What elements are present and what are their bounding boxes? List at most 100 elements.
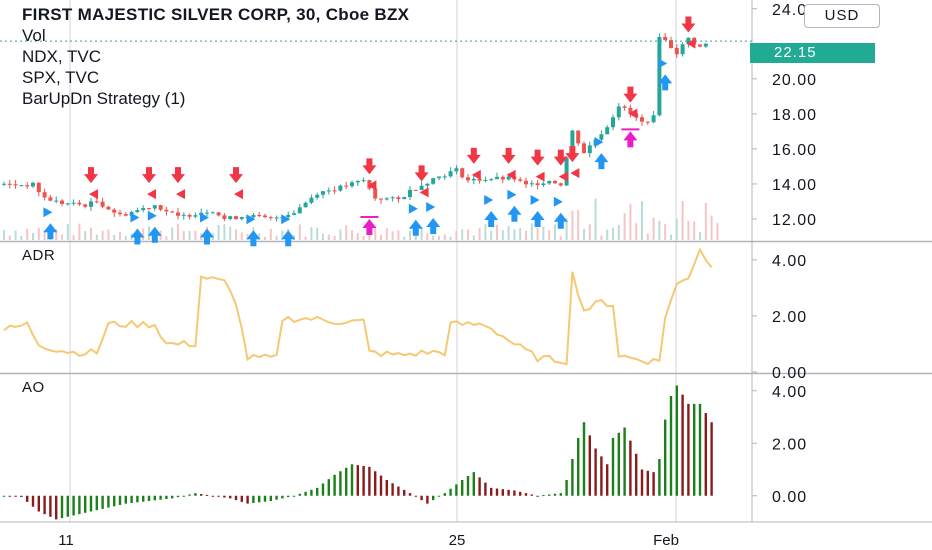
candle-body [42, 192, 47, 198]
volume-bar [304, 236, 307, 240]
sell-entry-marker [419, 187, 429, 198]
ao-bar [234, 495, 238, 501]
candle-body [582, 143, 586, 154]
candle-body [558, 183, 563, 186]
candle-body [332, 190, 337, 192]
volume-bar [467, 229, 469, 240]
ao-bar [379, 475, 383, 496]
candle-body [36, 182, 41, 193]
candle-body [106, 206, 111, 210]
ao-bar [252, 495, 255, 503]
candle-body [251, 214, 256, 218]
ao-bar [147, 495, 151, 501]
ao-bar [675, 385, 678, 496]
candle-body [135, 210, 140, 213]
overlay-vol[interactable]: Vol [22, 26, 46, 45]
ao-axis-tick: 2.00 [772, 436, 807, 453]
ao-bar [101, 495, 104, 509]
overlay-ndx[interactable]: NDX, TVC [22, 47, 102, 66]
ao-bar [26, 495, 29, 502]
ao-bar [258, 495, 261, 503]
candle-body [535, 183, 540, 186]
volume-bar [177, 223, 179, 240]
ao-bar [455, 484, 458, 496]
ao-bar [646, 470, 649, 496]
sell-entry-marker [367, 180, 377, 191]
sell-entry-marker [686, 38, 696, 49]
sell-entry-marker [535, 171, 545, 182]
ao-bar [385, 480, 388, 496]
volume-bar [414, 232, 417, 240]
volume-bar [397, 230, 400, 240]
volume-bar [3, 230, 5, 240]
adr-line [3, 247, 713, 366]
candle-body [65, 203, 70, 205]
candle-body [112, 209, 117, 213]
ao-bar [635, 453, 638, 496]
buy-signal-arrow [507, 205, 522, 222]
candle-body [77, 202, 82, 205]
overlay-strategy[interactable]: BarUpDn Strategy (1) [22, 89, 186, 108]
time-axis-tick: 25 [449, 532, 466, 549]
volume-bar [519, 228, 522, 240]
ao-bar [449, 488, 452, 496]
ao-bar [142, 495, 145, 502]
buy-entry-marker [594, 137, 604, 148]
candle-body [326, 190, 331, 192]
candle-body [239, 217, 244, 220]
volume-bar [264, 236, 266, 240]
ao-bar [113, 495, 116, 507]
ao-bar [153, 495, 156, 501]
volume-bar [37, 227, 40, 240]
candle-body [390, 197, 395, 199]
price-axis-tick: 18.00 [772, 107, 817, 124]
ao-bar [548, 494, 551, 496]
ao-bar [130, 495, 133, 503]
volume-bar [675, 218, 678, 240]
ao-bar [507, 489, 510, 496]
ao-bar [362, 466, 365, 496]
sell-entry-marker [234, 189, 243, 200]
ao-bar [78, 495, 81, 515]
ao-bar [55, 495, 58, 520]
ao-axis-tick: 0.00 [772, 489, 807, 506]
candle-body [645, 121, 650, 123]
volume-bar [124, 235, 127, 240]
volume-bar [258, 233, 261, 240]
volume-bar [490, 230, 493, 240]
volume-bar [362, 236, 365, 240]
volume-bar [310, 227, 313, 240]
volume-bar [113, 234, 116, 240]
overlay-spx[interactable]: SPX, TVC [22, 68, 100, 87]
volume-bar [107, 229, 110, 240]
price-axis-tick: 20.00 [772, 72, 817, 89]
candle-body [147, 208, 151, 210]
candle-body [413, 189, 418, 191]
candle-body [228, 216, 233, 219]
buy-signal-arrow [594, 153, 609, 170]
ao-pane-label: AO [22, 379, 45, 396]
candle-body [83, 204, 88, 207]
candle-body [698, 44, 702, 47]
ao-bar [443, 493, 446, 496]
ao-bar [524, 493, 528, 496]
volume-bar [583, 228, 585, 240]
ao-bar [188, 494, 191, 496]
buy-entry-marker [200, 212, 209, 223]
candle-body [640, 117, 644, 122]
ao-bar [118, 495, 122, 505]
sell-signal-arrow [84, 167, 98, 184]
ao-bar [171, 495, 174, 499]
currency-button[interactable]: USD [804, 4, 880, 28]
ao-bar [31, 495, 35, 507]
volume-bar [385, 228, 388, 240]
volume-bar [548, 229, 551, 240]
ao-bar [165, 495, 168, 500]
candle-body [210, 212, 215, 214]
ao-bar [269, 495, 272, 501]
sell-signal-arrow [530, 149, 545, 166]
buy-signal-arrow [530, 210, 545, 227]
candle-body [141, 208, 146, 211]
volume-bar [612, 227, 614, 240]
